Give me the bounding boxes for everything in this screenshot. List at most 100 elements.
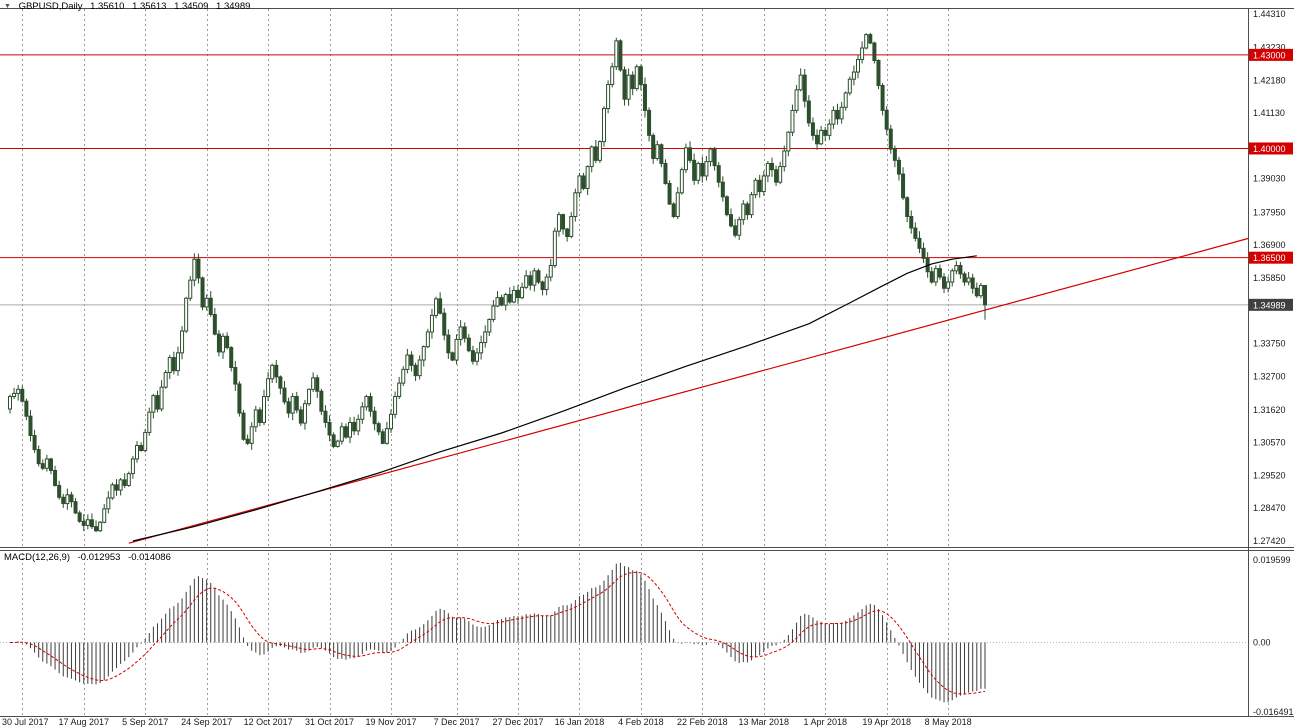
candle	[851, 71, 856, 80]
candle	[503, 294, 508, 306]
candle	[122, 479, 127, 486]
quote-high: 1.35613	[132, 1, 167, 12]
candle	[651, 134, 656, 159]
candle	[20, 388, 25, 402]
candle	[167, 357, 172, 374]
candle	[565, 228, 570, 237]
candle	[905, 197, 910, 218]
ma-path[interactable]	[132, 255, 977, 542]
candle	[388, 413, 393, 430]
macd-indicator-header: MACD(12,26,9) -0.012953 -0.014086	[4, 552, 176, 563]
candle	[978, 284, 983, 297]
candle	[24, 400, 29, 417]
candle	[724, 196, 729, 216]
date-axis-label: 19 Apr 2018	[862, 717, 911, 727]
candle	[327, 421, 332, 436]
macd-signal-line	[10, 571, 986, 695]
candle	[700, 162, 705, 177]
candle	[438, 298, 443, 314]
candle	[552, 230, 557, 266]
symbol-marker-icon: ▼	[4, 3, 11, 10]
candle	[737, 219, 742, 236]
candle	[524, 275, 529, 288]
candle	[53, 469, 58, 486]
price-badge-label: 1.43000	[1253, 50, 1286, 60]
candle	[769, 162, 774, 171]
candle	[942, 276, 947, 289]
candle	[270, 364, 275, 380]
candle	[765, 162, 770, 177]
candle	[569, 216, 574, 237]
quote-open: 1.35610	[90, 1, 125, 12]
candle	[208, 297, 213, 315]
price-badge-label: 1.36500	[1253, 253, 1286, 263]
price-axis-label: 1.29520	[1253, 470, 1286, 480]
candle	[860, 47, 865, 61]
date-axis-label: 13 Mar 2018	[739, 717, 790, 727]
candle	[94, 526, 99, 532]
candle	[102, 508, 107, 523]
candle	[450, 352, 455, 361]
candle	[733, 225, 738, 236]
candle	[839, 106, 844, 120]
candle	[89, 519, 94, 528]
candle	[688, 147, 693, 161]
candle	[421, 346, 426, 361]
candle	[40, 463, 45, 469]
candlestick-series	[8, 32, 987, 533]
candle	[487, 318, 492, 333]
candle	[499, 297, 504, 306]
candle	[712, 148, 717, 167]
candle	[184, 297, 189, 332]
candle	[741, 203, 746, 221]
date-axis-label: 22 Feb 2018	[677, 717, 728, 727]
date-axis-label: 17 Aug 2017	[58, 717, 109, 727]
candle	[339, 426, 344, 442]
candle	[454, 338, 459, 361]
quote-low: 1.34509	[174, 1, 209, 12]
candle	[614, 40, 619, 68]
candle	[602, 108, 607, 143]
candle	[831, 109, 836, 125]
candle	[827, 123, 832, 136]
candle	[847, 78, 852, 94]
candle	[175, 352, 180, 372]
candle	[675, 192, 680, 218]
candle	[933, 268, 938, 283]
price-axis-label: 1.35850	[1253, 273, 1286, 283]
candle	[200, 277, 205, 308]
moving-average-line[interactable]	[132, 255, 977, 542]
candle	[749, 194, 754, 216]
date-axis-label: 19 Nov 2017	[365, 717, 416, 727]
candle	[462, 326, 467, 339]
candle	[626, 74, 631, 100]
candle	[151, 395, 156, 413]
candle	[663, 162, 668, 184]
candle	[61, 496, 66, 505]
candle	[282, 387, 287, 403]
candle	[638, 66, 643, 86]
candle	[380, 431, 385, 444]
candle	[204, 297, 209, 308]
panel-frame	[0, 8, 1294, 717]
candle	[130, 458, 135, 475]
candle	[483, 331, 488, 344]
candle	[134, 445, 139, 460]
candle	[458, 326, 463, 340]
candle	[810, 122, 815, 136]
candle	[901, 173, 906, 199]
candle	[610, 66, 615, 86]
candle	[343, 426, 348, 438]
price-badge-label: 1.40000	[1253, 144, 1286, 154]
candle	[143, 431, 148, 452]
candle	[397, 382, 402, 398]
candle	[106, 497, 111, 510]
candle	[302, 403, 307, 424]
candle	[360, 406, 365, 420]
candle	[679, 169, 684, 194]
candle	[245, 438, 250, 444]
price-axis-label: 1.41130	[1253, 108, 1285, 118]
candle	[335, 440, 340, 447]
candle	[692, 159, 697, 181]
